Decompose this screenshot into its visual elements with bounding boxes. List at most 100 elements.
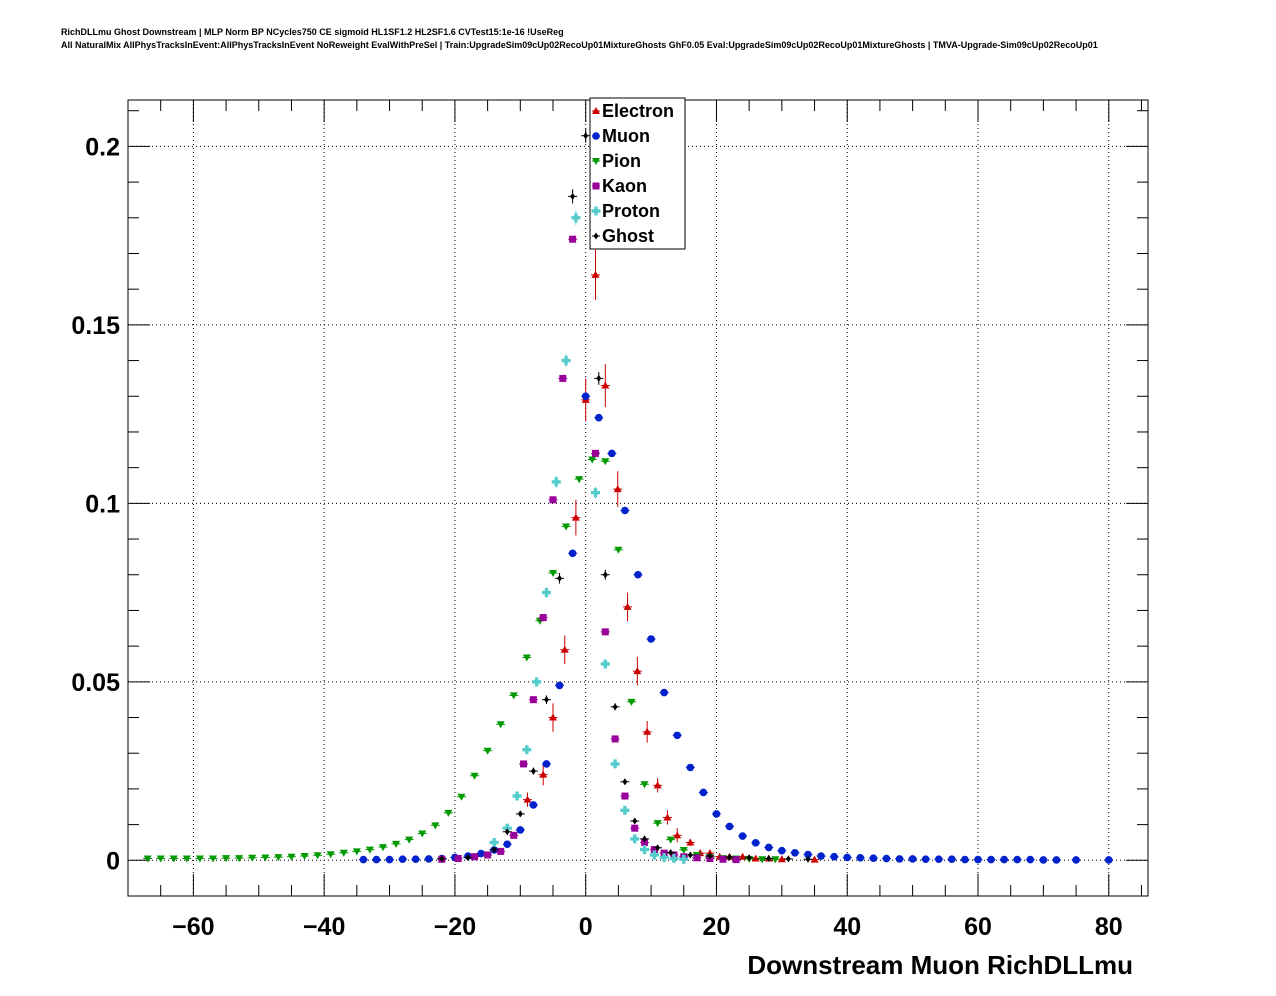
x-tick-label: −40 (303, 913, 345, 941)
data-point-ghost (622, 778, 628, 786)
data-point-ghost (785, 855, 791, 863)
data-point-pion (679, 846, 688, 854)
data-point-muon (1026, 855, 1035, 864)
legend-marker-muon (592, 132, 600, 140)
data-point-pion (392, 840, 401, 848)
data-point-pion (261, 854, 270, 862)
data-point-proton (649, 850, 659, 860)
data-point-kaon (471, 853, 479, 861)
data-point-electron (571, 513, 580, 521)
data-point-pion (156, 855, 165, 863)
data-point-muon (608, 449, 616, 458)
data-point-ghost (612, 703, 618, 711)
data-point-muon (843, 853, 852, 862)
legend-label: Kaon (602, 176, 647, 196)
data-point-muon (778, 846, 786, 855)
data-point-proton (502, 823, 512, 833)
y-tick-label: 0.2 (85, 133, 120, 161)
data-point-muon (895, 855, 904, 863)
data-point-kaon (569, 235, 577, 243)
data-point-muon (987, 855, 995, 864)
data-point-electron (623, 602, 632, 610)
data-point-pion (496, 721, 505, 729)
data-point-ghost (687, 851, 693, 859)
data-point-ghost (655, 844, 661, 852)
data-point-proton (630, 834, 640, 844)
data-point-proton (571, 213, 581, 223)
data-point-pion (549, 569, 557, 577)
data-point-electron (686, 838, 695, 846)
data-point-pion (300, 853, 309, 861)
data-point-pion (771, 856, 780, 864)
data-point-kaon (641, 838, 649, 846)
data-point-pion (666, 836, 675, 844)
data-point-ghost (583, 132, 589, 140)
legend-entry-electron: Electron (592, 101, 674, 121)
data-point-pion (169, 855, 178, 863)
legend: Electron Muon Pion Kaon Proton Ghost (589, 97, 686, 250)
data-point-muon (385, 855, 394, 864)
data-point-muon (634, 570, 642, 579)
data-point-kaon (631, 824, 639, 832)
data-point-electron (633, 667, 642, 675)
data-point-kaon (520, 760, 528, 768)
legend-box (589, 97, 686, 250)
series-pion (143, 456, 780, 864)
data-point-proton (600, 659, 610, 669)
data-point-pion (588, 456, 597, 464)
x-tick-label: 80 (1095, 913, 1123, 941)
data-point-muon (686, 763, 695, 772)
data-point-muon (791, 849, 799, 857)
data-point-pion (614, 546, 623, 554)
data-point-proton (679, 854, 689, 864)
data-point-pion (758, 856, 767, 864)
series-kaon (437, 235, 741, 864)
data-point-kaon (719, 855, 727, 863)
y-tick-label: 0 (106, 847, 120, 875)
data-point-pion (222, 855, 231, 863)
data-point-pion (444, 809, 453, 817)
data-point-electron (560, 645, 569, 653)
data-point-ghost (557, 574, 563, 582)
data-point-proton (551, 477, 561, 487)
data-point-ghost (642, 835, 648, 843)
data-point-ghost (596, 374, 602, 382)
data-point-kaon (497, 847, 505, 855)
data-point-muon (1039, 856, 1048, 864)
data-point-ghost (491, 846, 497, 854)
data-point-pion (339, 849, 348, 857)
data-point-muon (1013, 855, 1022, 864)
data-point-electron (810, 855, 819, 863)
data-point-pion (522, 654, 531, 662)
data-point-pion (575, 476, 584, 484)
data-point-muon (503, 840, 512, 849)
data-point-proton (561, 356, 571, 366)
data-point-muon (660, 688, 668, 697)
data-point-kaon (621, 792, 629, 800)
data-point-pion (457, 793, 466, 801)
data-point-muon (1104, 856, 1113, 864)
data-point-muon (529, 801, 538, 809)
data-point-ghost (707, 852, 713, 860)
data-point-muon (869, 854, 878, 862)
data-point-ghost (602, 571, 608, 579)
data-point-kaon (454, 855, 462, 863)
series-ghost (437, 128, 813, 863)
legend-marker-proton (591, 206, 601, 216)
data-point-kaon (539, 614, 547, 622)
data-point-electron (673, 831, 682, 839)
data-point-pion (562, 523, 571, 531)
legend-label: Muon (602, 126, 650, 146)
data-point-pion (431, 822, 440, 830)
data-point-muon (424, 855, 433, 863)
data-point-muon (581, 392, 590, 401)
x-tick-label: −20 (434, 913, 476, 941)
data-point-muon (673, 731, 682, 740)
data-point-muon (1072, 856, 1080, 864)
data-point-kaon (601, 628, 609, 636)
data-point-proton (512, 791, 522, 801)
data-point-muon (594, 413, 603, 422)
data-point-muon (621, 506, 629, 515)
data-point-proton (489, 837, 499, 847)
data-point-proton (532, 677, 542, 687)
